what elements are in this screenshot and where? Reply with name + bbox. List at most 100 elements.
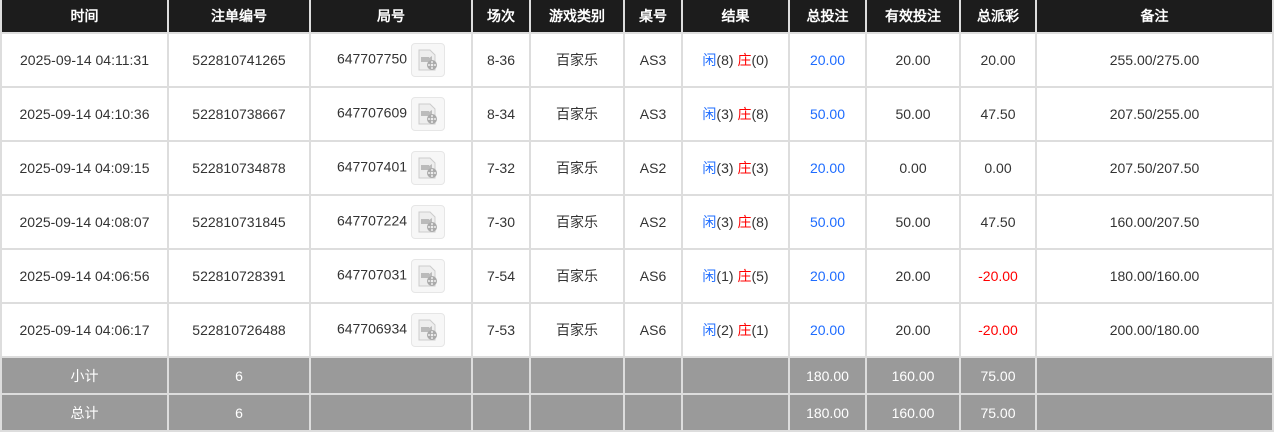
table-row: 2025-09-14 04:11:31 522810741265 6477077… [0, 32, 1274, 88]
column-header: 有效投注 [865, 0, 961, 34]
banker-label: 庄 [737, 214, 752, 230]
payout-cell: 20.00 [959, 32, 1037, 88]
player-label: 闲 [702, 322, 717, 338]
column-header: 局号 [309, 0, 473, 34]
column-header: 游戏类别 [529, 0, 625, 34]
player-label: 闲 [702, 160, 717, 176]
result-cell: 闲(1) 庄(5) [681, 248, 790, 304]
result-cell: 闲(3) 庄(8) [681, 194, 790, 250]
order-id-cell: 522810741265 [167, 32, 311, 88]
game-type-cell: 百家乐 [529, 32, 625, 88]
note-cell: 207.50/207.50 [1035, 140, 1274, 196]
total-bet-cell: 50.00 [788, 86, 867, 142]
player-label: 闲 [702, 52, 717, 68]
time-cell: 2025-09-14 04:10:36 [0, 86, 169, 142]
banker-label: 庄 [737, 106, 752, 122]
valid-bet-cell: 20.00 [865, 248, 961, 304]
video-replay-icon[interactable] [411, 205, 446, 239]
payout-cell: -20.00 [959, 302, 1037, 358]
banker-score: (5) [751, 268, 769, 284]
game-type-cell: 百家乐 [529, 302, 625, 358]
table-row: 2025-09-14 04:06:17 522810726488 6477069… [0, 302, 1274, 358]
video-replay-icon[interactable] [411, 97, 446, 131]
table-row: 2025-09-14 04:06:56 522810728391 6477070… [0, 248, 1274, 304]
table-id-cell: AS3 [623, 86, 683, 142]
game-type-cell: 百家乐 [529, 248, 625, 304]
total-bet-cell: 20.00 [788, 140, 867, 196]
valid-bet-cell: 0.00 [865, 140, 961, 196]
payout-cell: 47.50 [959, 86, 1037, 142]
table-row: 2025-09-14 04:10:36 522810738667 6477076… [0, 86, 1274, 142]
round-id: 647707401 [336, 158, 408, 175]
valid-bet-cell: 20.00 [865, 302, 961, 358]
table-row: 2025-09-14 04:08:07 522810731845 6477072… [0, 194, 1274, 250]
order-id-cell: 522810731845 [167, 194, 311, 250]
table-id-cell: AS2 [623, 140, 683, 196]
game-type-cell: 百家乐 [529, 194, 625, 250]
round-cell: 647707031 [309, 248, 473, 304]
time-cell: 2025-09-14 04:06:17 [0, 302, 169, 358]
video-replay-icon[interactable] [411, 259, 446, 293]
player-score: (3) [716, 214, 734, 230]
round-id: 647706934 [336, 320, 408, 337]
summary-valid: 160.00 [865, 356, 961, 395]
valid-bet-cell: 20.00 [865, 32, 961, 88]
session-cell: 8-34 [471, 86, 531, 142]
table-id-cell: AS2 [623, 194, 683, 250]
round-cell: 647707401 [309, 140, 473, 196]
summary-count: 6 [167, 356, 311, 395]
payout-cell: 47.50 [959, 194, 1037, 250]
table-id-cell: AS3 [623, 32, 683, 88]
summary-payout: 75.00 [959, 393, 1037, 432]
round-id: 647707224 [336, 212, 408, 229]
summary-row: 小计 6 180.00 160.00 75.00 [0, 356, 1274, 395]
session-cell: 7-54 [471, 248, 531, 304]
column-header: 时间 [0, 0, 169, 34]
valid-bet-cell: 50.00 [865, 86, 961, 142]
video-replay-icon[interactable] [411, 151, 446, 185]
summary-bet: 180.00 [788, 393, 867, 432]
player-label: 闲 [702, 268, 717, 284]
payout-cell: 0.00 [959, 140, 1037, 196]
game-type-cell: 百家乐 [529, 86, 625, 142]
column-header: 桌号 [623, 0, 683, 34]
summary-row: 总计 6 180.00 160.00 75.00 [0, 393, 1274, 432]
table-id-cell: AS6 [623, 248, 683, 304]
order-id-cell: 522810728391 [167, 248, 311, 304]
round-cell: 647707224 [309, 194, 473, 250]
result-cell: 闲(3) 庄(3) [681, 140, 790, 196]
round-cell: 647706934 [309, 302, 473, 358]
column-header: 总投注 [788, 0, 867, 34]
session-cell: 7-32 [471, 140, 531, 196]
time-cell: 2025-09-14 04:06:56 [0, 248, 169, 304]
video-replay-icon[interactable] [411, 43, 446, 77]
total-bet-cell: 50.00 [788, 194, 867, 250]
player-score: (3) [716, 160, 734, 176]
valid-bet-cell: 50.00 [865, 194, 961, 250]
note-cell: 200.00/180.00 [1035, 302, 1274, 358]
banker-label: 庄 [737, 160, 752, 176]
summary-label: 小计 [0, 356, 169, 395]
session-cell: 8-36 [471, 32, 531, 88]
player-label: 闲 [702, 106, 717, 122]
banker-score: (3) [751, 160, 769, 176]
banker-score: (8) [751, 106, 769, 122]
time-cell: 2025-09-14 04:08:07 [0, 194, 169, 250]
note-cell: 255.00/275.00 [1035, 32, 1274, 88]
round-cell: 647707609 [309, 86, 473, 142]
banker-score: (0) [751, 52, 769, 68]
column-header: 场次 [471, 0, 531, 34]
column-header: 注单编号 [167, 0, 311, 34]
player-score: (1) [716, 268, 734, 284]
order-id-cell: 522810726488 [167, 302, 311, 358]
column-header: 总派彩 [959, 0, 1037, 34]
round-id: 647707750 [336, 50, 408, 67]
summary-bet: 180.00 [788, 356, 867, 395]
summary-label: 总计 [0, 393, 169, 432]
video-replay-icon[interactable] [411, 313, 446, 347]
banker-score: (1) [751, 322, 769, 338]
table-id-cell: AS6 [623, 302, 683, 358]
round-cell: 647707750 [309, 32, 473, 88]
total-bet-cell: 20.00 [788, 32, 867, 88]
result-cell: 闲(8) 庄(0) [681, 32, 790, 88]
